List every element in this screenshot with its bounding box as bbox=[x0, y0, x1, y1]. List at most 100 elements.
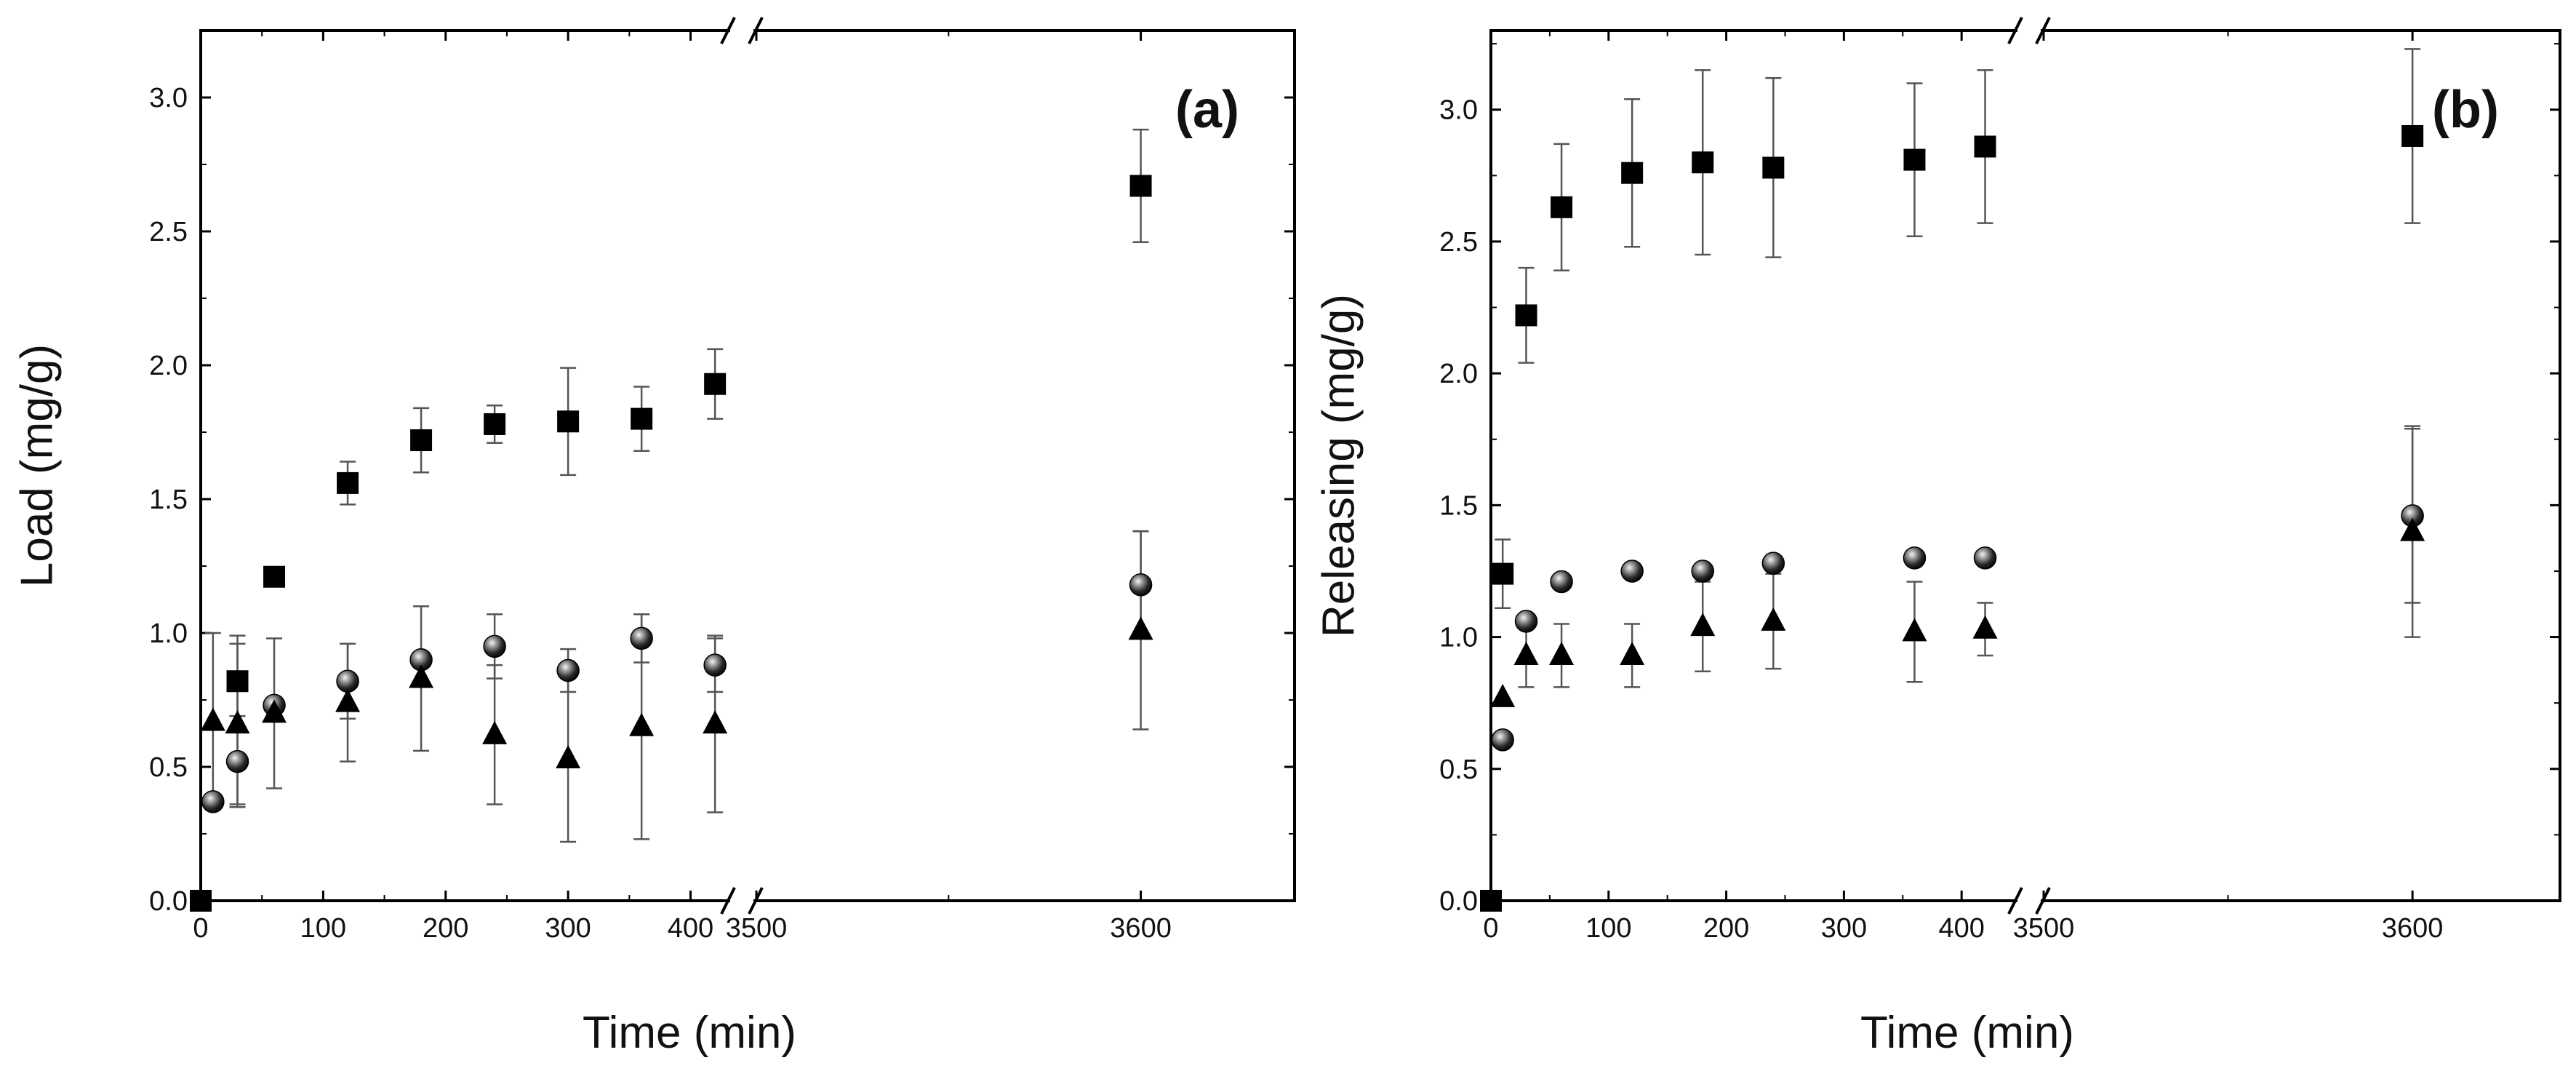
x-tick-label: 200 bbox=[1703, 913, 1749, 944]
square-point bbox=[190, 890, 212, 912]
triangle-point bbox=[1513, 641, 1539, 665]
y-tick-label: 1.5 bbox=[149, 485, 188, 515]
x-tick-label: 400 bbox=[668, 913, 713, 944]
triangle-point bbox=[1490, 683, 1516, 707]
triangle-point bbox=[1690, 613, 1716, 637]
square-point bbox=[1692, 151, 1714, 174]
sphere-point bbox=[225, 749, 249, 773]
bottom-axis-break-slash bbox=[2007, 887, 2023, 915]
y-tick-label: 0.5 bbox=[1439, 755, 1478, 785]
panel-a: 0.0 0.5 1.0 1.5 2.0 2.5 3.0 0 100 200 300 400 3500 36… bbox=[12, 17, 1296, 1058]
sphere-point bbox=[1550, 570, 1573, 594]
plot-frame bbox=[1489, 29, 2561, 902]
triangle-point bbox=[1128, 616, 1153, 640]
triangle-point bbox=[225, 710, 250, 734]
square-point bbox=[1762, 156, 1785, 179]
sphere-point bbox=[1129, 573, 1153, 597]
y-tick-label: 0.0 bbox=[149, 886, 188, 917]
top-axis-break-gap bbox=[2017, 26, 2041, 35]
x-axis-title: Time (min) bbox=[583, 1008, 796, 1058]
x-tick-label: 3600 bbox=[1110, 913, 1172, 944]
plot-frame bbox=[199, 29, 1296, 902]
square-point bbox=[337, 471, 359, 494]
square-point bbox=[1492, 562, 1514, 585]
triangle-point bbox=[629, 712, 655, 736]
square-point bbox=[410, 429, 433, 452]
sphere-point bbox=[1514, 610, 1538, 633]
triangle-point bbox=[1761, 607, 1786, 631]
sphere-point bbox=[556, 658, 580, 682]
y-tick-label: 2.0 bbox=[149, 351, 188, 381]
top-axis-break-slash bbox=[2007, 17, 2023, 44]
panel-b: 0.0 0.5 1.0 1.5 2.0 2.5 3.0 0 100 200 300 400 3500 36… bbox=[1313, 17, 2561, 1058]
x-tick-label: 400 bbox=[1938, 913, 1984, 944]
y-axis-title: Releasing (mg/g) bbox=[1313, 294, 1364, 637]
square-point bbox=[1621, 162, 1644, 184]
triangle-point bbox=[1902, 618, 1927, 642]
square-point bbox=[1903, 148, 1926, 171]
y-tick-label: 1.0 bbox=[1439, 623, 1478, 653]
sphere-point bbox=[703, 653, 727, 677]
square-point bbox=[263, 565, 286, 588]
triangle-point bbox=[262, 699, 287, 723]
y-tick-label: 3.0 bbox=[149, 83, 188, 114]
triangle-point bbox=[1620, 641, 1645, 665]
x-tick-label: 3500 bbox=[726, 913, 788, 944]
square-point bbox=[1129, 175, 1152, 197]
y-tick-label: 3.0 bbox=[1439, 95, 1478, 126]
panel-label: (b) bbox=[2432, 81, 2499, 139]
x-tick-label: 100 bbox=[1585, 913, 1631, 944]
triangle-point bbox=[482, 720, 508, 744]
y-axis-title: Load (mg/g) bbox=[12, 344, 62, 587]
triangle-point bbox=[703, 710, 728, 734]
triangle-point bbox=[2400, 517, 2425, 541]
square-point bbox=[631, 407, 653, 430]
sphere-point bbox=[483, 634, 506, 658]
x-tick-label: 100 bbox=[300, 913, 346, 944]
sphere-point bbox=[630, 626, 653, 650]
sphere-point bbox=[1620, 560, 1644, 583]
y-tick-label: 2.5 bbox=[149, 217, 188, 247]
sphere-point bbox=[1973, 546, 1997, 570]
triangle-point bbox=[409, 664, 434, 688]
square-point bbox=[1974, 135, 1996, 158]
square-point bbox=[484, 413, 506, 435]
y-tick-label: 1.0 bbox=[149, 618, 188, 649]
square-point bbox=[2401, 124, 2424, 147]
square-point bbox=[226, 670, 249, 693]
top-axis-break-slash bbox=[720, 17, 736, 44]
x-tick-label: 300 bbox=[1821, 913, 1867, 944]
triangle-point bbox=[1549, 641, 1575, 665]
bottom-axis-break-gap bbox=[730, 896, 753, 905]
square-point bbox=[704, 373, 727, 395]
panel-label: (a) bbox=[1175, 81, 1239, 139]
triangle-point bbox=[200, 707, 225, 731]
x-tick-label: 3600 bbox=[2382, 913, 2444, 944]
x-tick-label: 3500 bbox=[2013, 913, 2075, 944]
bottom-axis-break-gap bbox=[2017, 896, 2041, 905]
y-tick-label: 2.5 bbox=[1439, 227, 1478, 258]
top-axis-break-gap bbox=[730, 26, 753, 35]
x-axis-title: Time (min) bbox=[1860, 1008, 2074, 1058]
x-tick-label: 0 bbox=[1483, 913, 1498, 944]
y-tick-label: 2.0 bbox=[1439, 359, 1478, 389]
square-point bbox=[557, 410, 580, 433]
x-tick-label: 300 bbox=[545, 913, 591, 944]
x-tick-label: 200 bbox=[423, 913, 468, 944]
sphere-point bbox=[1691, 560, 1714, 583]
square-point bbox=[1480, 890, 1502, 912]
y-tick-label: 0.5 bbox=[149, 752, 188, 783]
y-tick-label: 1.5 bbox=[1439, 490, 1478, 521]
y-tick-label: 0.0 bbox=[1439, 886, 1478, 917]
triangle-point bbox=[556, 744, 581, 768]
triangle-point bbox=[335, 688, 361, 712]
square-point bbox=[1551, 196, 1573, 218]
bottom-axis-break-slash bbox=[720, 887, 736, 915]
sphere-point bbox=[1761, 552, 1785, 575]
x-tick-label: 0 bbox=[193, 913, 208, 944]
sphere-point bbox=[201, 790, 225, 813]
triangle-point bbox=[1972, 615, 1998, 639]
sphere-point bbox=[1903, 546, 1927, 570]
square-point bbox=[1515, 304, 1537, 327]
